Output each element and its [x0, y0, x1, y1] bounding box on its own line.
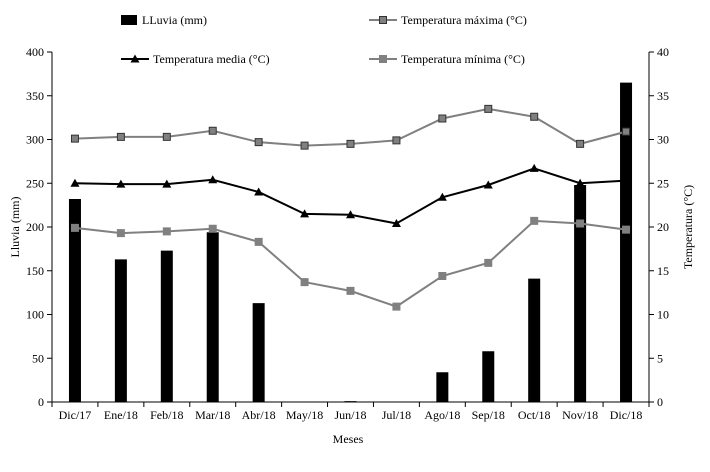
y-right-tick-label: 10 — [657, 308, 669, 322]
line-point-square — [116, 132, 125, 141]
y-left-tick-label: 100 — [26, 308, 44, 322]
line-point-square — [162, 132, 171, 141]
y-right-tick-label: 20 — [657, 220, 669, 234]
line-point-triangle — [391, 219, 401, 227]
line-point-square — [300, 278, 309, 287]
y-left-tick-label: 400 — [26, 45, 44, 59]
rain-bar — [574, 185, 587, 402]
y-left-tick-label: 50 — [32, 351, 44, 365]
line-point-square — [70, 134, 79, 143]
line-point-square — [346, 286, 355, 295]
line-point-square — [622, 127, 631, 136]
y-right-tick-label: 15 — [657, 264, 669, 278]
line-point-triangle — [529, 163, 539, 172]
x-tick-label: Ene/18 — [104, 408, 138, 422]
line-point-square — [484, 104, 493, 113]
line-point-triangle — [346, 210, 355, 219]
line-point-square — [484, 258, 493, 267]
line-point-square — [254, 237, 263, 246]
y-left-tick-label: 150 — [26, 264, 44, 278]
line-point-square — [208, 126, 217, 135]
line-point-square — [346, 139, 355, 148]
line-point-square — [576, 219, 585, 228]
x-tick-label: Nov/18 — [562, 408, 598, 422]
line-point-square — [208, 224, 217, 233]
line-point-square — [392, 136, 401, 145]
line-point-square — [116, 229, 125, 238]
line-point-square — [622, 225, 631, 234]
legend-label: Temperatura máxima (°C) — [401, 13, 527, 27]
legend-marker-triangle — [130, 54, 140, 63]
legend-swatch-rain — [121, 15, 137, 25]
y-right-tick-label: 30 — [657, 133, 669, 147]
line-point-square — [162, 227, 171, 236]
line-point-triangle — [162, 179, 172, 188]
y-left-tick-label: 350 — [26, 89, 44, 103]
line-point-square — [576, 139, 585, 148]
legend: LLuvia (mm) Temperatura máxima (°C) Temper… — [121, 13, 527, 66]
y-right-tick-label: 25 — [657, 176, 669, 190]
rain-bar — [160, 250, 173, 402]
legend-label: Temperatura media (°C) — [153, 52, 270, 66]
rain-bar — [68, 199, 81, 402]
rain-bar — [482, 351, 495, 402]
x-tick-label: Dic/17 — [59, 408, 92, 422]
line-point-triangle — [575, 178, 585, 187]
y-right-tick-label: 5 — [657, 351, 663, 365]
line-point-square — [530, 112, 539, 121]
y-left-tick-label: 300 — [26, 133, 44, 147]
rain-bars — [68, 82, 633, 402]
x-tick-label: Feb/18 — [150, 408, 183, 422]
line-point-triangle — [437, 192, 447, 201]
line-point-square — [438, 114, 447, 123]
line-point-square — [70, 223, 79, 232]
y-right-tick-label: 0 — [657, 395, 663, 409]
rain-bar — [114, 259, 127, 402]
y-left-tick-label: 200 — [26, 220, 44, 234]
x-tick-label: Ago/18 — [424, 408, 460, 422]
y-axis-right-title: Temperatura (°C) — [681, 185, 695, 269]
line-point-triangle — [621, 176, 631, 185]
x-tick-label: Oct/18 — [518, 408, 551, 422]
y-left-tick-label: 250 — [26, 176, 44, 190]
legend-marker-square — [379, 55, 387, 63]
rain-bar — [206, 232, 219, 402]
line-point-triangle — [70, 178, 80, 187]
x-axis: Dic/17 Ene/18 Feb/18 Mar/18 Abr/18 May/18 Jun/… — [51, 401, 650, 422]
line-point-square — [530, 216, 539, 225]
line-point-triangle — [254, 187, 264, 196]
rain-bar — [620, 82, 633, 402]
y-axis-left-title: Lluvia (mm) — [8, 197, 22, 258]
legend-label: Temperatura mínima (°C) — [401, 52, 525, 66]
x-tick-label: Jun/18 — [334, 408, 366, 422]
rain-bar — [436, 372, 449, 402]
x-tick-label: Jul/18 — [382, 408, 411, 422]
line-point-square — [300, 141, 309, 150]
legend-marker-square — [379, 16, 387, 24]
x-tick-label: Abr/18 — [242, 408, 276, 422]
line-point-square — [254, 138, 263, 147]
x-tick-label: Dic/18 — [610, 408, 643, 422]
rain-bar — [252, 303, 265, 402]
x-tick-label: May/18 — [286, 408, 323, 422]
line-point-triangle — [208, 175, 218, 184]
line-point-square — [392, 302, 401, 311]
y-left-tick-label: 0 — [38, 395, 44, 409]
rain-bar — [528, 278, 541, 402]
left-axis: 0 50 100 150 200 250 300 350 400 — [26, 45, 53, 409]
temperature-lines — [70, 104, 631, 311]
x-axis-title: Meses — [333, 432, 364, 446]
x-tick-label: Sep/18 — [472, 408, 505, 422]
legend-label: LLuvia (mm) — [142, 13, 207, 27]
x-tick-label: Mar/18 — [195, 408, 230, 422]
y-right-tick-label: 35 — [657, 89, 669, 103]
right-axis: 0 5 10 15 20 25 30 35 40 — [648, 45, 669, 409]
y-right-tick-label: 40 — [657, 45, 669, 59]
line-point-triangle — [300, 209, 310, 218]
line-point-square — [438, 272, 447, 280]
line-point-triangle — [483, 180, 493, 189]
line-point-triangle — [116, 179, 126, 188]
